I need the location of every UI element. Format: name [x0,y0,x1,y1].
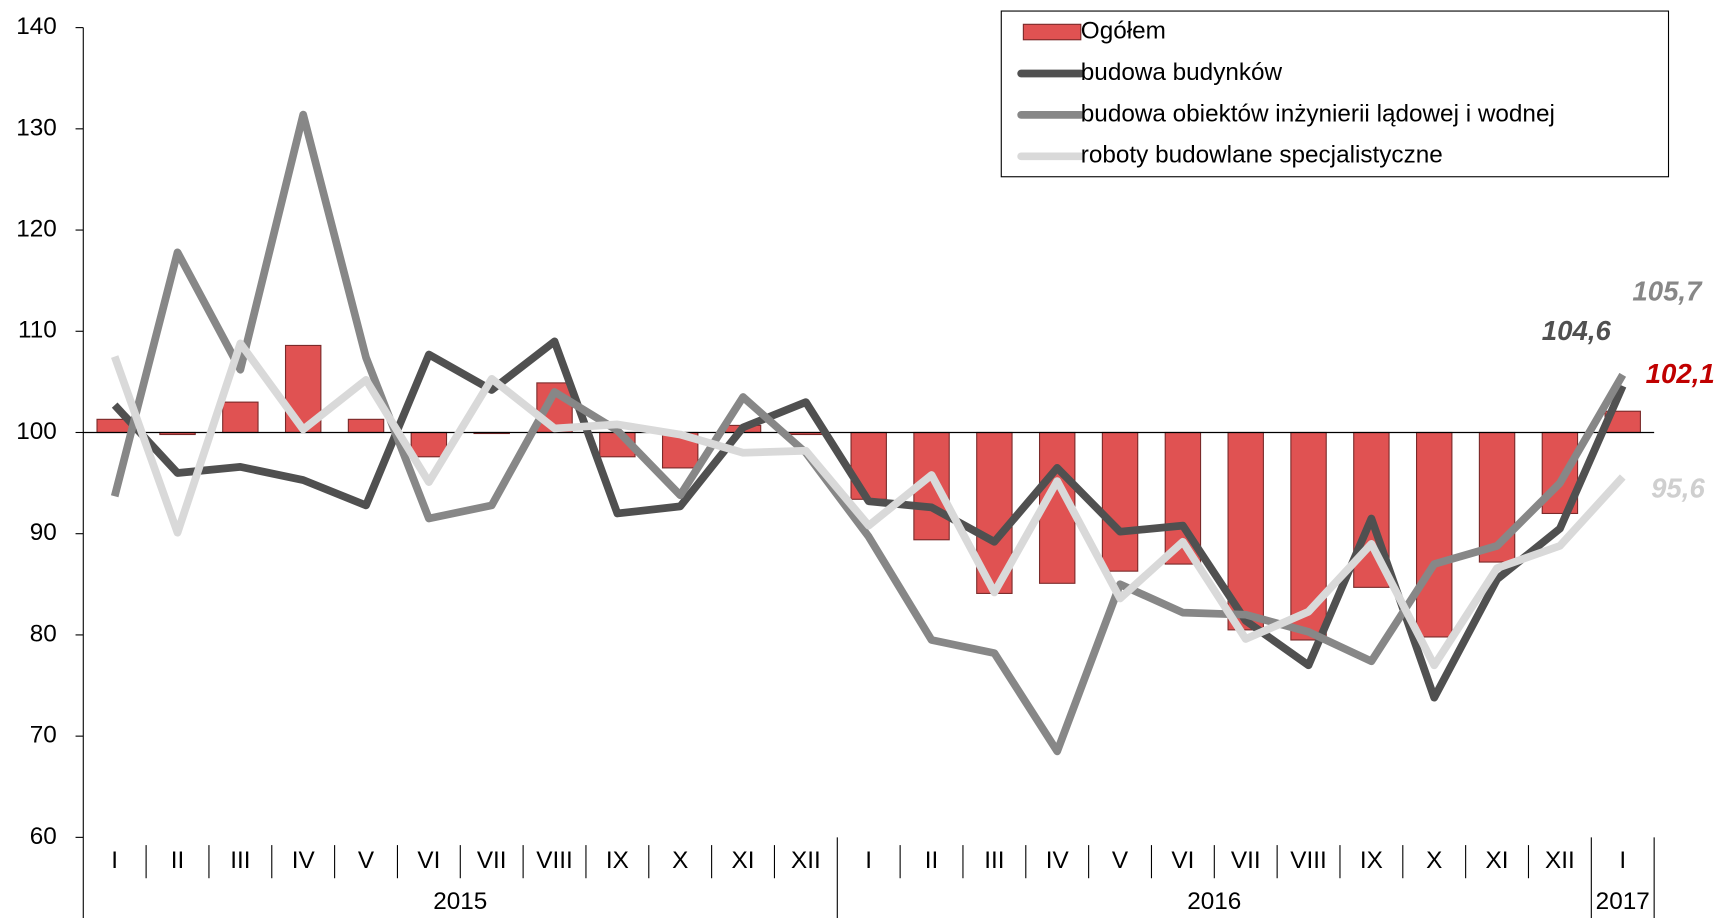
y-tick-label: 90 [30,519,57,546]
x-tick-label: IX [1360,847,1383,874]
x-tick-label: VII [1231,847,1261,874]
y-tick-label: 110 [18,317,57,344]
x-tick-label: X [1426,847,1442,874]
x-tick-label: XI [732,847,755,874]
group-label: 2016 [1187,888,1241,915]
x-tick-label: XII [1545,847,1575,874]
x-tick-label: I [111,847,118,874]
y-tick-label: 100 [16,418,57,445]
y-tick-label: 140 [16,13,57,40]
legend-label: budowa obiektów inżynierii lądowej i wod… [1081,100,1555,127]
legend-label: roboty budowlane specjalistyczne [1081,142,1443,169]
x-tick-label: VII [477,847,507,874]
x-tick-label: X [672,847,688,874]
bar [222,401,259,434]
x-tick-label: XII [791,847,821,874]
bar [1290,431,1327,641]
value-label: 95,6 [1651,473,1705,504]
bar [1227,431,1264,631]
x-tick-label: II [171,847,185,874]
y-tick-label: 60 [30,823,57,850]
group-label: 2017 [1596,888,1650,915]
line [111,337,1627,702]
bar [347,418,385,434]
bar [410,431,448,458]
x-tick-label: III [230,847,250,874]
legend-box [1000,10,1670,178]
value-label: 102,1 [1646,358,1715,389]
x-tick-label: VI [417,847,440,874]
legend-label: budowa budynków [1081,59,1283,86]
line [110,110,1627,756]
x-tick-label: VIII [536,847,572,874]
y-tick-label: 120 [16,215,57,242]
bar [850,431,887,500]
x-tick-label: V [1112,847,1129,874]
bar [1101,431,1139,572]
x-tick-label: XI [1486,847,1509,874]
x-tick-label: IX [606,847,629,874]
group-label: 2015 [433,888,487,915]
y-tick-label: 130 [16,114,57,141]
bar [1415,431,1453,638]
value-label: 105,7 [1632,275,1703,306]
x-tick-label: II [925,847,939,874]
x-tick-label: IV [1046,847,1070,874]
x-tick-label: VIII [1290,847,1326,874]
x-tick-label: I [865,847,872,874]
legend-swatch [1022,23,1082,41]
x-tick-label: I [1619,847,1626,874]
x-tick-label: V [358,847,375,874]
x-tick-label: IV [292,847,316,874]
value-label: 104,6 [1542,315,1612,346]
legend-label: Ogółem [1081,17,1166,44]
x-tick-label: VI [1171,847,1194,874]
line [111,339,1626,670]
x-tick-label: III [984,847,1004,874]
y-tick-label: 80 [30,620,57,647]
y-tick-label: 70 [30,722,57,749]
